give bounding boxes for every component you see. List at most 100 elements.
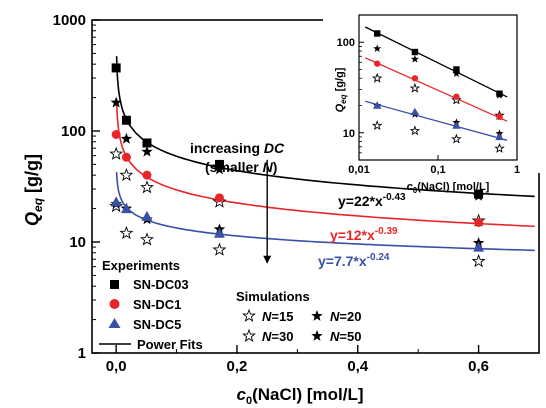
legend-label-n50: N=50 bbox=[330, 329, 361, 344]
legend-marker-n15 bbox=[242, 308, 256, 322]
data-point-sn-dc1 bbox=[121, 152, 131, 162]
inset-data-point-sn-dc1 bbox=[453, 93, 460, 100]
inset-sim-point-n50 bbox=[452, 69, 461, 77]
legend-label-n20: N=20 bbox=[330, 309, 361, 324]
legend-marker-n20 bbox=[311, 310, 323, 321]
data-point-sn-dc1 bbox=[474, 217, 484, 227]
data-point-sn-dc03 bbox=[474, 189, 484, 199]
data-point-sn-dc1 bbox=[142, 170, 152, 180]
x-tick-label: 0,6 bbox=[468, 358, 489, 375]
inset-data-point-sn-dc5 bbox=[452, 121, 461, 129]
y-axis-label: Qeq [g/g] bbox=[22, 154, 45, 226]
sim-point-n30 bbox=[140, 180, 154, 194]
data-point-sn-dc5 bbox=[473, 241, 485, 252]
legend-simulations: Simulations N=15 N=20 N=30 N=50 bbox=[236, 289, 361, 344]
legend-experiments: Experiments SN-DC03 SN-DC1 SN-DC5 Power … bbox=[99, 258, 203, 352]
y-tick-label: 100 bbox=[61, 123, 86, 140]
inset-data-points bbox=[371, 30, 505, 153]
legend-label-sn-dc5: SN-DC5 bbox=[133, 317, 181, 332]
x-axis-label: c0(NaCl) [mol/L] bbox=[236, 385, 363, 407]
annotation-increasing-dc: increasing DC bbox=[190, 140, 285, 156]
legend-title-experiments: Experiments bbox=[102, 258, 180, 273]
annotation-arrow bbox=[263, 159, 272, 264]
sim-point-n50 bbox=[110, 96, 122, 108]
inset-data-point-sn-dc5 bbox=[410, 107, 420, 116]
inset-sim-point-n30 bbox=[409, 82, 421, 93]
inset-data-point-sn-dc03 bbox=[374, 30, 381, 37]
inset-axes: 0,01 0,1 1 10 100 bbox=[337, 14, 520, 176]
inset-y-tick-label: 100 bbox=[337, 37, 355, 49]
sim-point-n50 bbox=[120, 132, 133, 144]
sim-point-n50 bbox=[141, 145, 153, 157]
data-points bbox=[109, 63, 486, 268]
inset-background bbox=[323, 5, 541, 173]
inset-data-point-sn-dc03 bbox=[453, 66, 460, 73]
inset-sim-point-n50 bbox=[410, 55, 419, 63]
legend-marker-sn-dc03 bbox=[110, 280, 119, 289]
inset-sim-point-n30 bbox=[371, 72, 383, 83]
legend-marker-sn-dc1 bbox=[109, 299, 120, 309]
y-tick-label: 1000 bbox=[53, 12, 86, 29]
power-fit-curves bbox=[115, 56, 535, 252]
fit-curve-sn-dc1 bbox=[115, 99, 535, 228]
data-point-sn-dc03 bbox=[214, 159, 224, 169]
x-tick-label: 0,0 bbox=[106, 358, 127, 375]
x-tick-label: 0,4 bbox=[347, 358, 369, 375]
data-point-sn-dc1 bbox=[214, 193, 224, 203]
inset-x-tick-label: 0,1 bbox=[430, 164, 445, 176]
inset-sim-point-n15 bbox=[451, 133, 462, 144]
sim-point-n15 bbox=[471, 254, 486, 268]
data-point-sn-dc03 bbox=[142, 138, 152, 148]
fit-label-sn-dc1: y=12*x-0.39 bbox=[330, 226, 398, 243]
inset-data-point-sn-dc5 bbox=[373, 101, 382, 109]
sim-point-n15 bbox=[140, 232, 154, 246]
inset-data-point-sn-dc1 bbox=[496, 113, 503, 121]
inset-sim-point-n50 bbox=[373, 44, 382, 52]
legend-label-n15: N=15 bbox=[262, 309, 293, 324]
inset-data-point-sn-dc03 bbox=[496, 90, 503, 97]
legend-marker-sn-dc5 bbox=[108, 318, 121, 328]
x-tick-label: 0,2 bbox=[227, 358, 248, 375]
inset-fit-line-sn-dc03 bbox=[364, 26, 508, 98]
legend-label-n30: N=30 bbox=[262, 329, 293, 344]
inset-x-axis-label: c0(NaCl) [mol/L] bbox=[407, 181, 490, 195]
y-tick-label: 1 bbox=[78, 345, 86, 362]
data-point-sn-dc03 bbox=[121, 115, 131, 125]
legend-label-power-fits: Power Fits bbox=[137, 337, 203, 352]
inset-fit-line-sn-dc5 bbox=[365, 100, 508, 141]
legend-label-sn-dc03: SN-DC03 bbox=[133, 277, 189, 292]
inset-chart: 0,01 0,1 1 10 100 Qeq [g/g] c0(NaCl) [mol/L] bbox=[323, 5, 541, 195]
main-axes: 1 10 100 1000 0,0 0,2 0,4 0,6 bbox=[53, 12, 540, 375]
sim-point-n30 bbox=[119, 167, 134, 182]
inset-x-tick-label: 0,01 bbox=[348, 164, 369, 176]
annotation-smaller-n: (smaller N) bbox=[205, 159, 277, 175]
sim-point-n30 bbox=[109, 146, 124, 160]
legend-marker-n50 bbox=[311, 330, 323, 341]
inset-y-tick-label: 10 bbox=[343, 128, 355, 140]
inset-y-axis-label: Qeq [g/g] bbox=[334, 67, 348, 112]
data-point-sn-dc5 bbox=[110, 196, 122, 207]
fit-label-sn-dc5: y=7.7*x-0.24 bbox=[318, 252, 390, 269]
legend-marker-n30 bbox=[242, 328, 256, 342]
inset-data-point-sn-dc03 bbox=[411, 48, 419, 56]
inset-sim-point-n15 bbox=[494, 143, 505, 153]
inset-data-point-sn-dc5 bbox=[495, 132, 504, 141]
fit-label-sn-dc03: y=22*x-0.43 bbox=[338, 192, 406, 209]
inset-data-point-sn-dc1 bbox=[374, 60, 381, 67]
y-tick-label: 10 bbox=[69, 234, 86, 251]
data-point-sn-dc5 bbox=[120, 203, 132, 214]
inset-fit-lines bbox=[364, 26, 508, 141]
inset-sim-point-n15 bbox=[409, 125, 421, 136]
data-point-sn-dc1 bbox=[111, 129, 121, 139]
data-point-sn-dc03 bbox=[111, 63, 121, 73]
inset-x-tick-label: 1 bbox=[514, 164, 520, 176]
inset-sim-point-n15 bbox=[371, 120, 383, 131]
inset-data-point-sn-dc1 bbox=[411, 75, 419, 82]
sim-point-n15 bbox=[119, 225, 134, 240]
fit-curve-sn-dc5 bbox=[115, 172, 535, 252]
legend-title-simulations: Simulations bbox=[236, 289, 310, 304]
data-point-sn-dc5 bbox=[213, 227, 225, 238]
plot-frame bbox=[91, 19, 540, 354]
legend-label-sn-dc1: SN-DC1 bbox=[133, 297, 181, 312]
